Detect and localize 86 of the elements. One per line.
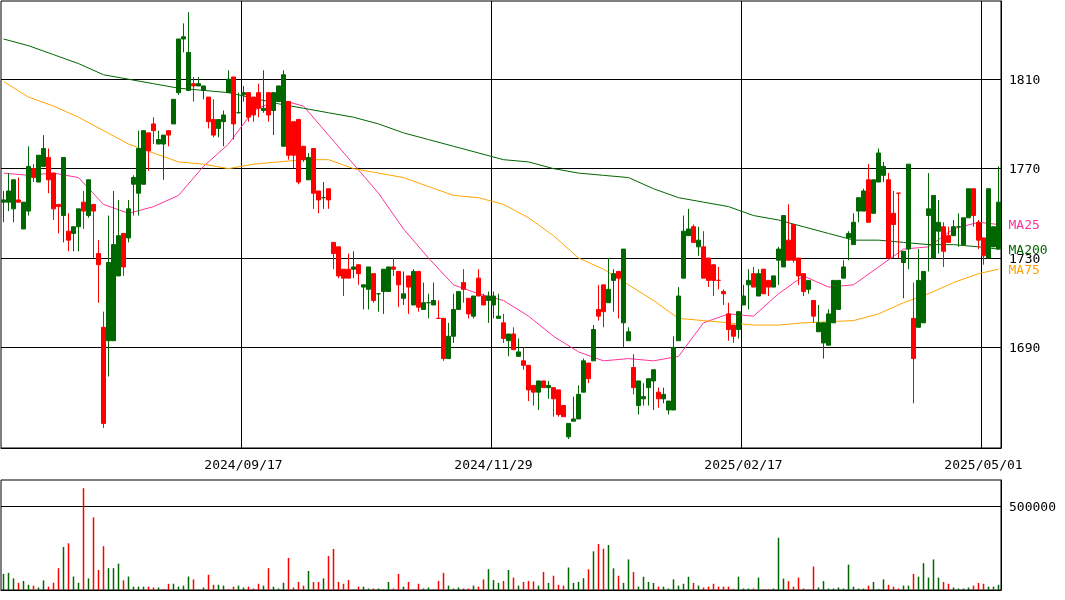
candlestick (101, 311, 106, 429)
candlestick (616, 270, 621, 319)
line-series (3, 80, 999, 326)
candlestick (621, 248, 626, 348)
candlestick (536, 380, 541, 411)
x-tick-label: 2025/02/17 (704, 457, 783, 472)
candlestick (756, 268, 761, 297)
candlestick (586, 362, 591, 384)
candlestick (406, 275, 411, 315)
candlestick (146, 132, 151, 172)
candlestick (811, 299, 816, 324)
candlestick (971, 188, 976, 228)
candlestick (266, 92, 271, 123)
candlestick (261, 69, 266, 114)
candlestick (326, 188, 331, 210)
candlestick (901, 250, 906, 299)
candlestick (411, 268, 416, 306)
candlestick (471, 295, 476, 319)
candlestick (566, 422, 571, 440)
series-label: MA25 (1008, 217, 1040, 232)
candlestick (496, 293, 501, 319)
candlestick (16, 177, 21, 203)
candlestick (691, 224, 696, 243)
candlestick (736, 311, 741, 339)
candlestick (376, 293, 381, 313)
candlestick (241, 85, 246, 103)
candlestick (911, 282, 916, 404)
candlestick (171, 98, 176, 125)
candlestick (546, 380, 551, 400)
candlestick (631, 353, 636, 395)
candlestick (121, 232, 126, 277)
candlestick (356, 264, 361, 286)
candlestick (396, 270, 401, 308)
candlestick (721, 288, 726, 306)
candlestick (416, 270, 421, 313)
candlestick (751, 266, 756, 288)
candlestick (841, 259, 846, 279)
x-tick-label: 2025/05/01 (944, 457, 1023, 472)
candlestick (746, 268, 751, 310)
y-tick-label: 1690 (1009, 339, 1041, 355)
candlestick (506, 333, 511, 357)
candlestick (866, 163, 871, 223)
candlestick (656, 387, 661, 409)
candlestick (321, 181, 326, 210)
y-tick-label: 1810 (1009, 71, 1041, 87)
candlestick (541, 380, 546, 389)
candlestick (166, 130, 171, 147)
candlestick (626, 326, 631, 342)
candlestick (696, 226, 701, 257)
candlestick (501, 313, 506, 344)
candlestick (66, 212, 71, 252)
candlestick (151, 116, 156, 145)
candlestick (191, 76, 196, 103)
y-tick-label: 500000 (1009, 498, 1056, 514)
candlestick (741, 284, 746, 306)
candlestick (91, 203, 96, 259)
candlestick (226, 69, 231, 94)
candlestick (96, 239, 101, 304)
candlestick (86, 179, 91, 219)
candlestick (806, 279, 811, 295)
candlestick (661, 387, 666, 404)
candlestick (896, 192, 901, 259)
candlestick (61, 156, 66, 243)
candlestick (236, 92, 241, 114)
candlestick (771, 275, 776, 288)
candlestick (676, 286, 681, 342)
candlestick (611, 268, 616, 313)
candlestick (371, 273, 376, 304)
y-tick-label: 1770 (1009, 161, 1041, 177)
candlestick (591, 324, 596, 362)
candlestick (306, 152, 311, 181)
candlestick (351, 250, 356, 279)
candlestick (581, 358, 586, 393)
candlestick (511, 326, 516, 351)
candlestick (126, 199, 131, 243)
candlestick (466, 297, 471, 319)
candlestick (606, 257, 611, 304)
candlestick (31, 163, 36, 183)
candlestick (401, 270, 406, 306)
candlestick (516, 337, 521, 357)
candlestick (81, 190, 86, 230)
x-tick-label: 2024/09/17 (204, 457, 283, 472)
candlestick (461, 268, 466, 304)
candlestick (391, 257, 396, 277)
x-tick-label: 2024/11/29 (454, 457, 533, 472)
candlestick (231, 76, 236, 141)
